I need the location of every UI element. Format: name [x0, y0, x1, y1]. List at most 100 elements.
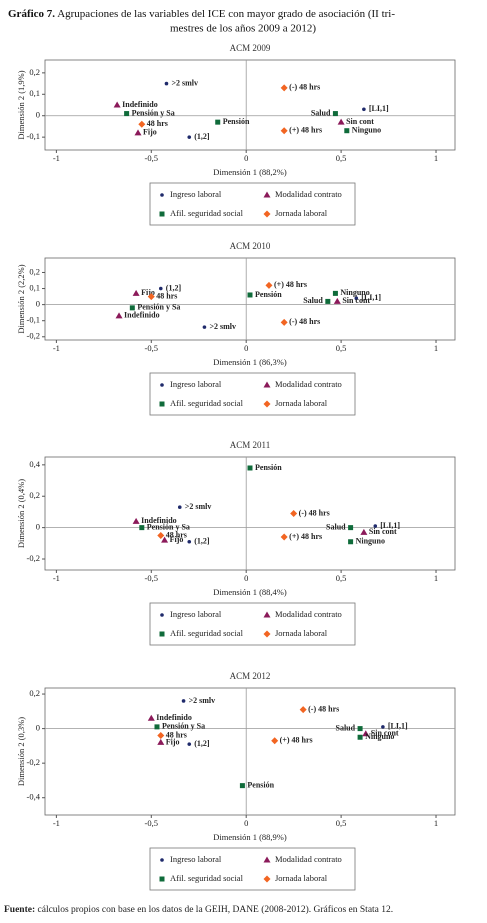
x-tick-label: -0,5	[145, 343, 158, 353]
x-tick-label: -0,5	[145, 573, 158, 583]
point-label: (+) 48 hrs	[289, 532, 322, 541]
point-label: 48 hrs	[156, 291, 177, 300]
legend-label: Ingreso laboral	[170, 609, 222, 619]
legend-label: Modalidad contrato	[275, 609, 342, 619]
point-label: >2 smlv	[171, 78, 198, 87]
figure-title-text: Agrupaciones de las variables del ICE co…	[57, 8, 395, 20]
x-axis-label: Dimensión 1 (88,2%)	[213, 167, 287, 177]
point-label: [LI,1]	[369, 104, 389, 113]
point	[357, 726, 363, 732]
x-axis-label: Dimensión 1 (88,9%)	[213, 832, 287, 842]
point	[187, 742, 192, 746]
chart-title: ACM 2009	[230, 43, 271, 53]
point	[357, 734, 363, 740]
x-tick-label: -0,5	[145, 818, 158, 828]
x-tick-label: -1	[53, 343, 60, 353]
plot-area	[44, 59, 456, 151]
chart-title: ACM 2010	[230, 241, 271, 251]
point-label: Fijo	[141, 288, 155, 297]
point	[161, 536, 169, 543]
y-tick-label: 0,2	[29, 67, 40, 77]
legend-label: Jornada laboral	[275, 398, 328, 408]
point-label: Sin cont	[369, 527, 397, 536]
point-label: Fijo	[166, 737, 180, 746]
x-tick-label: 0	[244, 573, 248, 583]
y-tick-label: 0,2	[29, 490, 40, 500]
legend-marker	[263, 856, 271, 863]
point-label: Indefinido	[124, 311, 160, 320]
point	[138, 120, 146, 128]
point-label: Sin cont	[346, 117, 374, 126]
point-label: (+) 48 hrs	[280, 736, 313, 745]
legend-marker	[263, 875, 271, 883]
legend-box	[149, 182, 356, 226]
legend-box	[149, 847, 356, 891]
legend-label: Jornada laboral	[275, 208, 328, 218]
point-label: Pensión y Sa	[147, 522, 190, 531]
point-label: 48 hrs	[166, 530, 187, 539]
point	[139, 525, 145, 531]
point	[247, 465, 253, 471]
point-label: Pensión	[255, 463, 282, 472]
legend-label: Afil. seguridad social	[170, 208, 244, 218]
point-label: Pensión y Sa	[137, 303, 180, 312]
y-tick-label: 0	[36, 299, 40, 309]
point	[129, 305, 135, 311]
x-tick-label: 0	[244, 343, 248, 353]
point	[132, 517, 140, 524]
point-label: >2 smlv	[189, 696, 216, 705]
x-tick-label: -0,5	[145, 153, 158, 163]
point-label: [LI,1]	[380, 521, 400, 530]
point-label: (-) 48 hrs	[289, 317, 320, 326]
x-tick-label: 1	[434, 343, 438, 353]
point	[348, 539, 354, 545]
point-label: (-) 48 hrs	[308, 704, 339, 713]
y-tick-label: 0	[36, 723, 40, 733]
figure-title: Gráfico 7. Agrupaciones de las variables…	[8, 8, 395, 20]
y-tick-label: -0,2	[27, 553, 40, 563]
point	[247, 292, 253, 298]
legend-label: Afil. seguridad social	[170, 398, 244, 408]
point	[362, 107, 366, 112]
legend-label: Ingreso laboral	[170, 379, 222, 389]
legend-label: Modalidad contrato	[275, 189, 342, 199]
point-label: [LI,1]	[361, 293, 381, 302]
legend-marker	[160, 383, 164, 387]
point-label: Salud	[326, 522, 346, 531]
point	[354, 296, 359, 300]
point-label: Pensión	[255, 290, 282, 299]
y-tick-label: 0,1	[29, 283, 40, 293]
point	[299, 706, 307, 714]
figure-label: Gráfico 7.	[8, 8, 55, 20]
point-label: Sin cont	[371, 729, 399, 738]
source-label: Fuente:	[4, 905, 35, 915]
point	[381, 725, 385, 729]
point-label: (1,2]	[166, 283, 182, 292]
y-tick-label: -0,1	[27, 131, 40, 141]
legend-marker	[160, 193, 164, 197]
y-tick-label: -0,2	[27, 757, 40, 767]
x-tick-label: -1	[53, 153, 60, 163]
point	[124, 111, 130, 117]
point	[348, 525, 354, 531]
legend-label: Jornada laboral	[275, 628, 328, 638]
legend-box	[149, 602, 356, 646]
point-label: (-) 48 hrs	[299, 508, 330, 517]
point	[215, 119, 221, 125]
point	[202, 325, 207, 329]
x-axis-label: Dimensión 1 (86,3%)	[213, 357, 287, 367]
point	[134, 129, 142, 136]
chart-title: ACM 2012	[230, 671, 271, 681]
point	[333, 297, 341, 304]
x-tick-label: 1	[434, 153, 438, 163]
point-label: Fijo	[143, 128, 157, 137]
y-tick-label: 0,4	[29, 459, 40, 469]
y-tick-label: -0,4	[27, 792, 41, 802]
point	[265, 281, 273, 289]
point-label: (+) 48 hrs	[289, 126, 322, 135]
point	[239, 783, 245, 789]
point-label: Ninguno	[352, 126, 381, 135]
point-label: >2 smlv	[185, 502, 212, 511]
point	[280, 84, 288, 92]
